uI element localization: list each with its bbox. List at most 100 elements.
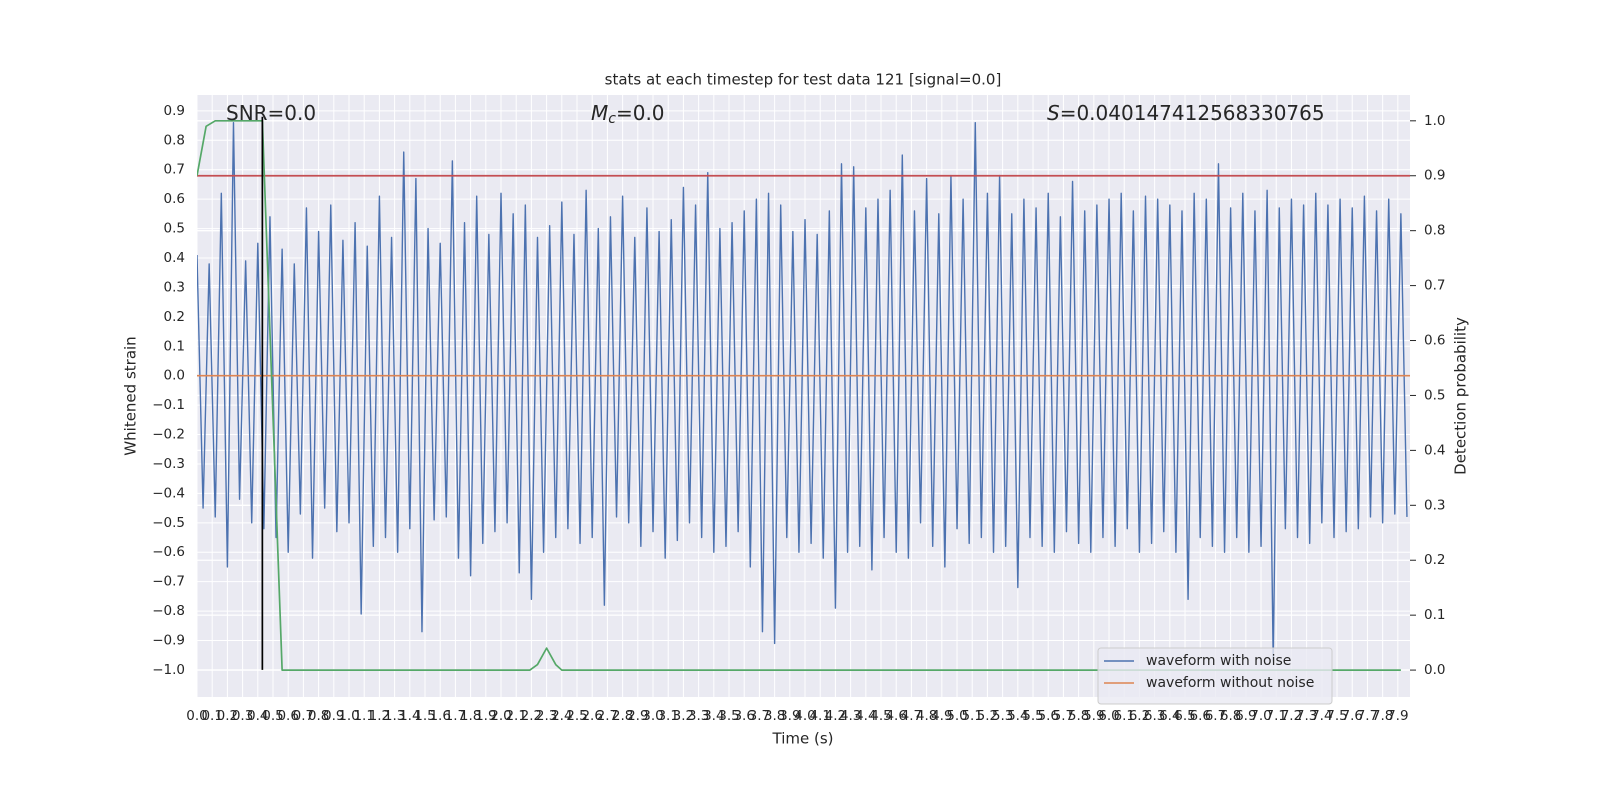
y-tick-label: 0.8 [164, 132, 185, 148]
x-tick-label: 3.8 [764, 708, 785, 724]
legend-label: waveform without noise [1146, 675, 1314, 691]
x-tick-label: 1.8 [460, 708, 481, 724]
x-tick-label: 1.0 [338, 708, 359, 724]
x-tick-label: 1.5 [414, 708, 435, 724]
x-tick-label: 0.0 [186, 708, 207, 724]
x-tick-label: 2.8 [612, 708, 633, 724]
x-tick-label: 1.1 [353, 708, 374, 724]
y-tick-label: 0.9 [164, 103, 185, 119]
x-tick-label: 3.7 [749, 708, 770, 724]
x-tick-label: 4.9 [931, 708, 952, 724]
x-tick-label: 4.5 [870, 708, 891, 724]
x-tick-label: 4.6 [885, 708, 906, 724]
x-tick-label: 6.8 [1220, 708, 1241, 724]
y-tick-label: 0.4 [164, 250, 185, 266]
series-line [197, 119, 1401, 671]
x-tick-label: 1.6 [429, 708, 450, 724]
x-tick-label: 4.3 [840, 708, 861, 724]
x-tick-label: 2.9 [627, 708, 648, 724]
y-tick-label: −0.8 [152, 603, 185, 619]
x-tick-label: 3.6 [733, 708, 754, 724]
annotation-subscript: c [608, 111, 616, 127]
x-tick-label: 4.1 [809, 708, 830, 724]
y2-axis-label: Detection probability [1452, 317, 1470, 475]
y-tick-label: 0.3 [164, 279, 185, 295]
x-tick-label: 6.3 [1144, 708, 1165, 724]
x-tick-label: 7.9 [1387, 708, 1408, 724]
y-tick-label: −0.3 [152, 456, 185, 472]
labels: 0.00.10.20.30.40.50.60.70.80.91.01.11.21… [152, 101, 1445, 725]
x-tick-label: 0.5 [262, 708, 283, 724]
x-tick-label: 6.9 [1235, 708, 1256, 724]
x-tick-label: 4.8 [916, 708, 937, 724]
annotation-symbol: S [1047, 101, 1060, 125]
x-tick-label: 5.7 [1053, 708, 1074, 724]
annotation-text: =0.0 [616, 101, 665, 125]
x-tick-label: 1.4 [399, 708, 420, 724]
x-tick-label: 6.1 [1113, 708, 1134, 724]
x-tick-label: 7.3 [1296, 708, 1317, 724]
x-tick-label: 2.6 [581, 708, 602, 724]
x-tick-label: 1.7 [445, 708, 466, 724]
x-tick-label: 2.5 [566, 708, 587, 724]
x-tick-label: 0.1 [201, 708, 222, 724]
x-tick-label: 1.9 [475, 708, 496, 724]
x-tick-label: 5.9 [1083, 708, 1104, 724]
x-tick-label: 6.2 [1129, 708, 1150, 724]
x-tick-label: 6.0 [1098, 708, 1119, 724]
annotation: SNR=0.0 [226, 101, 316, 125]
x-tick-label: 7.2 [1281, 708, 1302, 724]
x-tick-label: 6.7 [1205, 708, 1226, 724]
x-tick-label: 1.3 [384, 708, 405, 724]
x-tick-label: 7.6 [1341, 708, 1362, 724]
y2-tick-label: 0.2 [1424, 552, 1445, 568]
y-tick-label: −0.2 [152, 427, 185, 443]
x-tick-label: 3.4 [703, 708, 724, 724]
legend: waveform with noise waveform without nois… [1097, 647, 1333, 705]
x-tick-label: 0.6 [277, 708, 298, 724]
x-tick-label: 3.5 [718, 708, 739, 724]
x-tick-label: 3.3 [688, 708, 709, 724]
x-tick-label: 1.2 [369, 708, 390, 724]
x-tick-label: 5.6 [1037, 708, 1058, 724]
legend-box [1097, 647, 1333, 705]
x-tick-label: 6.6 [1189, 708, 1210, 724]
x-tick-label: 7.5 [1326, 708, 1347, 724]
x-tick-label: 3.9 [779, 708, 800, 724]
x-tick-label: 0.2 [217, 708, 238, 724]
x-tick-label: 3.1 [657, 708, 678, 724]
x-tick-label: 7.8 [1372, 708, 1393, 724]
x-tick-label: 2.7 [597, 708, 618, 724]
x-tick-label: 3.0 [642, 708, 663, 724]
y-tick-label: 0.1 [164, 338, 185, 354]
series-line [197, 121, 1408, 662]
x-tick-label: 7.0 [1250, 708, 1271, 724]
y2-tick-label: 0.9 [1424, 168, 1445, 184]
y-tick-label: −0.5 [152, 515, 185, 531]
x-tick-label: 0.4 [247, 708, 268, 724]
x-tick-label: 6.5 [1174, 708, 1195, 724]
y2-tick-label: 0.4 [1424, 442, 1445, 458]
x-tick-label: 5.0 [946, 708, 967, 724]
x-tick-label: 7.7 [1357, 708, 1378, 724]
x-tick-label: 0.7 [293, 708, 314, 724]
y-tick-label: 0.0 [164, 368, 185, 384]
annotation: Mc=0.0 [591, 101, 665, 128]
legend-label: waveform with noise [1146, 653, 1291, 669]
x-axis-label: Time (s) [772, 730, 834, 748]
x-tick-label: 4.0 [794, 708, 815, 724]
x-tick-label: 5.5 [1022, 708, 1043, 724]
y-tick-label: 0.7 [164, 162, 185, 178]
y-tick-label: −0.1 [152, 397, 185, 413]
x-tick-label: 6.4 [1159, 708, 1180, 724]
y2-tick-label: 1.0 [1424, 113, 1445, 129]
x-tick-label: 5.4 [1007, 708, 1028, 724]
x-tick-label: 4.4 [855, 708, 876, 724]
x-tick-label: 2.3 [536, 708, 557, 724]
chart-title: stats at each timestep for test data 121… [605, 71, 1002, 89]
x-tick-label: 5.1 [961, 708, 982, 724]
y2-tick-label: 0.3 [1424, 497, 1445, 513]
x-tick-label: 5.8 [1068, 708, 1089, 724]
y-axis-label: Whitened strain [122, 336, 140, 455]
x-tick-label: 7.4 [1311, 708, 1332, 724]
